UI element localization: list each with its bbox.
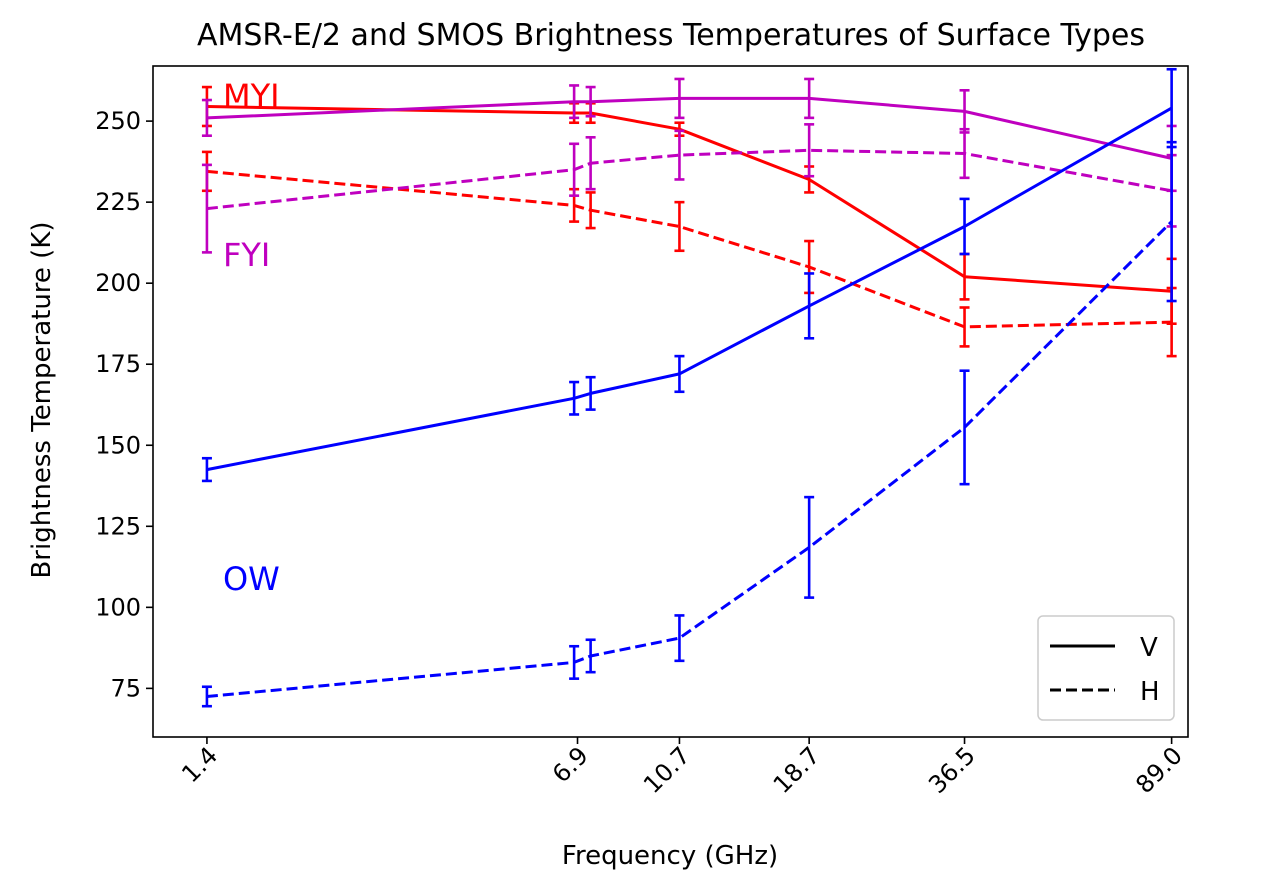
x-axis: 1.4 6.9 10.7 18.7 36.5 89.0 (176, 737, 1188, 799)
series-line (206, 148, 1172, 211)
annotation-label-ow: OW (223, 560, 280, 598)
y-axis: 75 100 125 150 175 200 225 250 (95, 107, 153, 702)
series-myi-h (201, 150, 1177, 358)
x-tick-label: 18.7 (768, 741, 826, 799)
series-line (206, 96, 1172, 160)
y-tick-label: 250 (95, 107, 141, 135)
series-line (206, 106, 1173, 472)
annotation-label-fyi: FYI (223, 236, 270, 274)
y-tick-label: 200 (95, 269, 141, 297)
y-tick-label: 75 (110, 674, 141, 702)
x-axis-label: Frequency (GHz) (562, 841, 778, 871)
series-line (206, 220, 1173, 698)
x-tick-label: 36.5 (923, 741, 981, 799)
y-tick-label: 100 (95, 593, 141, 621)
x-tick-label: 6.9 (547, 741, 594, 788)
series-ow-v (201, 67, 1177, 483)
legend-h-label: H (1140, 677, 1160, 707)
legend-v-label: V (1140, 633, 1158, 663)
y-tick-label: 150 (95, 431, 141, 459)
series-ow-h (201, 140, 1177, 708)
series-myi-v (201, 85, 1177, 326)
annotation-label-myi: MYI (223, 77, 280, 115)
y-tick-label: 225 (95, 188, 141, 216)
y-tick-label: 125 (95, 512, 141, 540)
x-tick-label: 10.7 (638, 741, 696, 799)
x-tick-label: 89.0 (1130, 741, 1188, 799)
x-tick-label: 1.4 (176, 741, 223, 788)
annotations: MYI FYI OW (223, 77, 280, 598)
chart-title: AMSR-E/2 and SMOS Brightness Temperature… (197, 18, 1145, 53)
series-fyi-v (201, 77, 1177, 193)
y-axis-label: Brightness Temperature (K) (27, 221, 57, 578)
y-tick-label: 175 (95, 350, 141, 378)
series-line (206, 105, 1172, 293)
legend-box (1037, 615, 1175, 721)
legend: V H (1037, 615, 1175, 721)
plot-frame (152, 65, 1189, 738)
plot-layer (201, 67, 1177, 708)
